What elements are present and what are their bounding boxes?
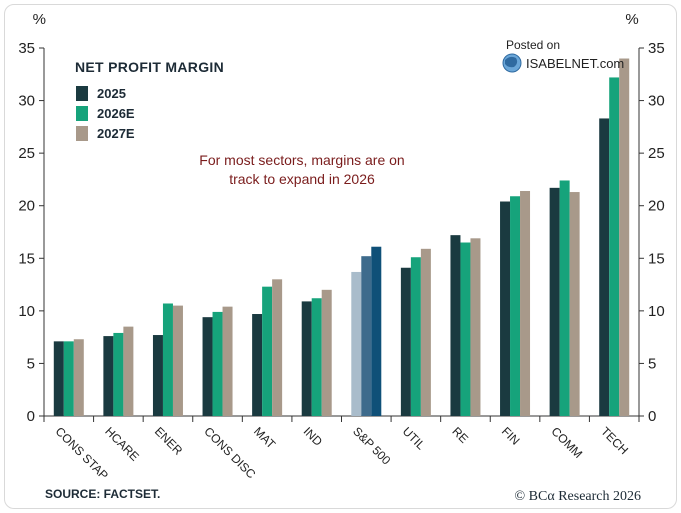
legend-swatch-2027e (76, 126, 88, 141)
source-note: SOURCE: FACTSET. (45, 487, 160, 501)
legend-swatch-2025 (76, 86, 88, 101)
bar-util-2027e (420, 248, 431, 416)
bar-mat-2026e (262, 286, 273, 416)
bar-ind-2027e (321, 289, 332, 416)
right-tick-label: 20 (648, 198, 665, 215)
category-label: S&P 500 (350, 424, 393, 467)
bar-cons-stap-2025 (53, 341, 64, 416)
legend-swatch-2026e (76, 106, 88, 121)
bars (53, 58, 630, 417)
bar-re-2026e (460, 242, 471, 416)
bar-ind-2026e (311, 298, 322, 416)
category-label: UTIL (400, 424, 429, 453)
right-tick-label: 10 (648, 303, 665, 320)
category-label: IND (301, 424, 326, 449)
left-axis-unit: % (33, 11, 46, 28)
bar-tech-2027e (619, 58, 630, 417)
left-tick-label: 35 (18, 40, 35, 57)
bar-ind-2025 (301, 301, 312, 416)
watermark-site: ISABELNET.com (526, 56, 624, 71)
category-label: TECH (598, 424, 631, 457)
category-label: CONS DISC (201, 424, 258, 481)
left-tick-label: 15 (18, 250, 35, 267)
right-tick-label: 5 (648, 355, 656, 372)
category-label: COMM (549, 424, 586, 461)
bar-ener-2026e (162, 303, 173, 416)
right-tick-label: 0 (648, 408, 656, 425)
right-tick-label: 35 (648, 40, 665, 57)
bar-s-p-500-2025 (351, 271, 362, 416)
left-tick-label: 10 (18, 303, 35, 320)
credit-note: © BCα Research 2026 (515, 489, 641, 504)
bar-s-p-500-2027e (371, 246, 382, 416)
bar-fin-2027e (520, 190, 531, 416)
bar-hcare-2027e (123, 326, 134, 416)
category-label: RE (449, 424, 471, 446)
bar-util-2026e (410, 257, 421, 416)
legend-label-2025: 2025 (97, 86, 126, 101)
right-tick-label: 25 (648, 145, 665, 162)
legend-label-2026e: 2026E (97, 106, 135, 121)
category-label: ENER (152, 424, 186, 458)
bar-fin-2026e (510, 196, 521, 416)
left-tick-label: 5 (27, 355, 35, 372)
bar-comm-2027e (569, 192, 580, 416)
bar-util-2025 (400, 267, 411, 416)
bar-mat-2025 (252, 314, 263, 416)
legend: 2025 2026E 2027E (76, 86, 135, 141)
right-axis-unit: % (625, 11, 638, 28)
bar-cons-disc-2025 (202, 317, 213, 416)
annotation-line-2: track to expand in 2026 (229, 171, 375, 187)
left-tick-label: 20 (18, 198, 35, 215)
chart-title: NET PROFIT MARGIN (75, 59, 224, 75)
watermark-posted-on: Posted on (506, 38, 560, 52)
bar-s-p-500-2026e (361, 256, 372, 416)
bar-hcare-2026e (113, 332, 124, 416)
right-tick-label: 30 (648, 93, 665, 110)
bar-comm-2025 (549, 187, 560, 416)
right-tick-label: 15 (648, 250, 665, 267)
bar-ener-2025 (152, 335, 163, 416)
bar-cons-disc-2027e (222, 306, 233, 416)
category-label: MAT (251, 424, 279, 452)
bar-mat-2027e (272, 279, 283, 416)
bar-re-2027e (470, 238, 481, 416)
left-tick-label: 25 (18, 145, 35, 162)
bar-cons-stap-2026e (63, 341, 74, 416)
legend-label-2027e: 2027E (97, 126, 135, 141)
bar-cons-disc-2026e (212, 311, 223, 416)
bar-tech-2025 (599, 118, 610, 417)
bar-tech-2026e (609, 77, 620, 416)
bar-hcare-2025 (103, 336, 114, 416)
left-tick-label: 30 (18, 93, 35, 110)
bar-ener-2027e (172, 305, 183, 416)
bar-comm-2026e (559, 180, 570, 416)
bar-cons-stap-2027e (73, 339, 84, 416)
annotation-line-1: For most sectors, margins are on (199, 152, 404, 168)
globe-icon (502, 53, 522, 73)
bar-re-2025 (450, 235, 461, 416)
category-label: FIN (499, 424, 523, 448)
category-label: HCARE (102, 424, 142, 464)
left-tick-label: 0 (27, 408, 35, 425)
bar-fin-2025 (500, 201, 511, 416)
